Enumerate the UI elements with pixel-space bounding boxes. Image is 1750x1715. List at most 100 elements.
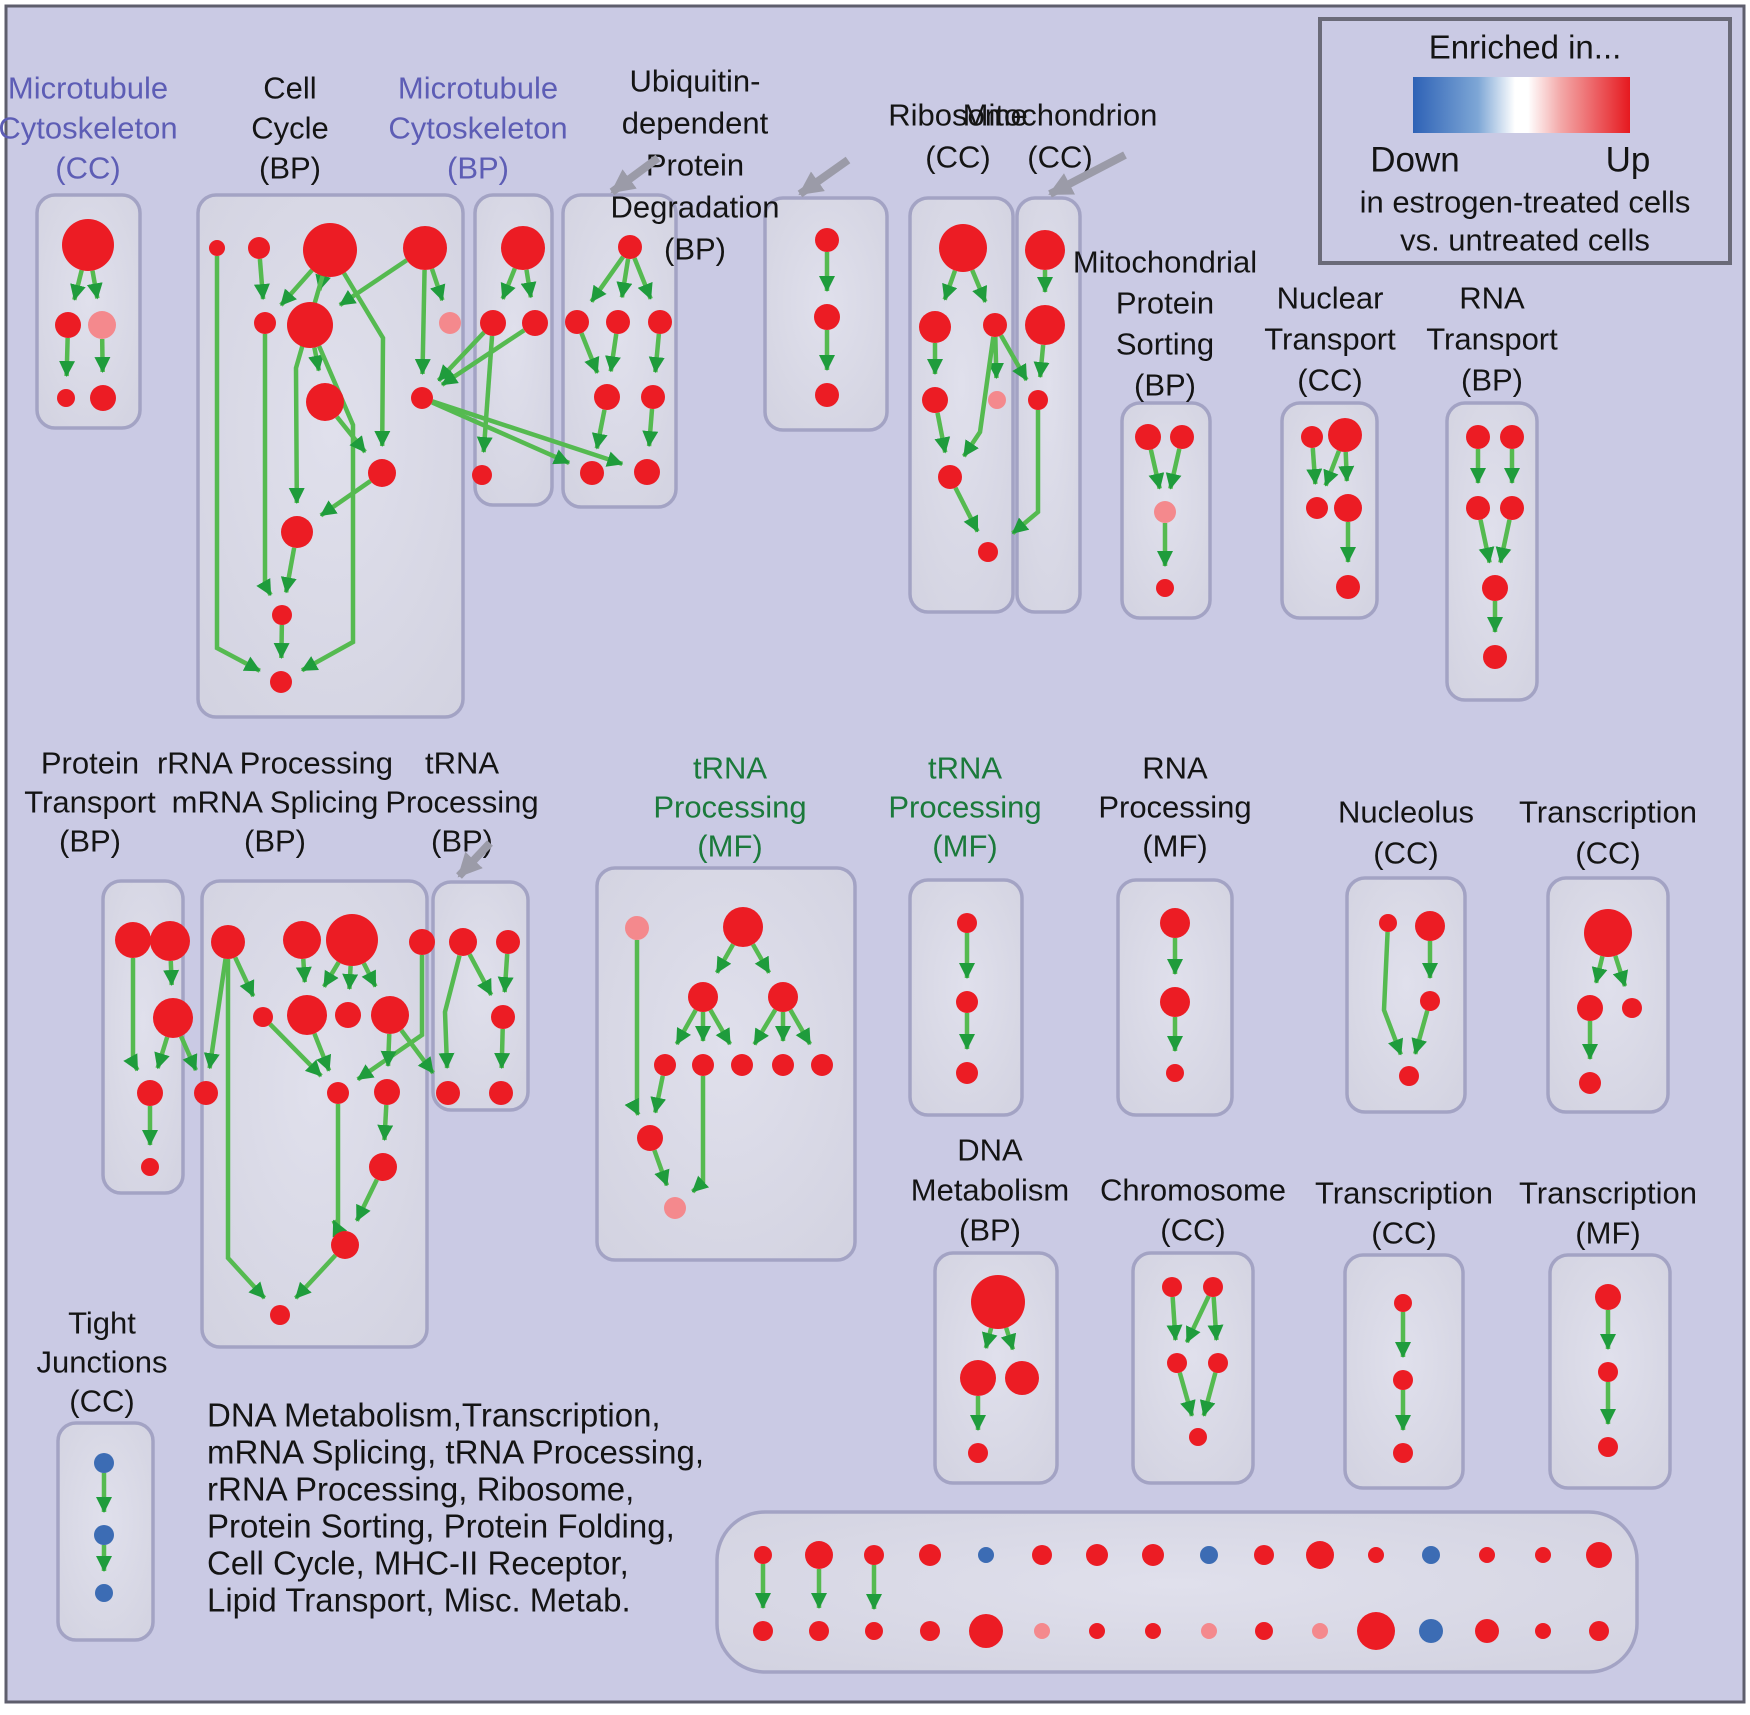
go-term-node [1145, 1623, 1161, 1639]
edge-arrow [335, 415, 367, 454]
go-term-node [153, 998, 193, 1038]
go-term-node [637, 1125, 663, 1151]
go-term-node [978, 542, 998, 562]
misc-categories-text: Protein Sorting, Protein Folding, [207, 1508, 675, 1545]
go-term-node [815, 383, 839, 407]
go-term-node [368, 459, 396, 487]
cluster-label-ubiquitin-degradation-bp-a: Protein [646, 148, 744, 183]
legend-subtitle-2: vs. untreated cells [1400, 223, 1650, 258]
edge-arrow [961, 336, 996, 458]
edge-arrow [342, 965, 359, 991]
edge-arrow [1478, 519, 1495, 564]
go-term-node [331, 1231, 359, 1259]
go-term-node [94, 1525, 114, 1545]
edge-arrow [123, 958, 140, 1072]
cluster-label-microtubule-cytoskeleton-bp: Cytoskeleton [388, 111, 567, 146]
edge-arrow [380, 1033, 397, 1068]
go-term-node [1086, 1544, 1108, 1566]
go-term-node [865, 1622, 883, 1640]
go-term-node [1393, 1443, 1413, 1463]
go-term-node [472, 465, 492, 485]
cluster-label-tight-junctions-cc: Tight [68, 1306, 136, 1341]
go-term-node [1393, 1370, 1413, 1390]
edge-arrow [308, 347, 324, 372]
go-term-node [723, 907, 763, 947]
edge-arrow [1148, 449, 1165, 490]
go-term-node [1025, 305, 1065, 345]
edge-arrow [86, 270, 103, 300]
go-term-node [1154, 501, 1176, 523]
go-term-node [1584, 909, 1632, 957]
go-term-node [1142, 1544, 1164, 1566]
cluster-label-mitochondrial-protein-sorting-bp: Mitochondrial [1073, 245, 1257, 280]
go-term-node [1255, 1622, 1273, 1640]
cluster-label-protein-transport-bp: Transport [24, 785, 156, 820]
cluster-label-rna-transport-bp: Transport [1426, 322, 1558, 357]
cross-cluster-edge [431, 399, 624, 467]
go-term-node [272, 605, 292, 625]
go-term-node [369, 1153, 397, 1181]
edge-arrow [988, 336, 1005, 380]
go-term-node [1328, 418, 1362, 452]
go-term-node [1579, 1072, 1601, 1094]
cluster-label-rrna-processing-mrna-splicing-bp: mRNA Splicing [172, 785, 379, 820]
cluster-boxes [35, 193, 1672, 1674]
edge-arrow [256, 334, 273, 597]
cluster-label-microtubule-cytoskeleton-cc: Cytoskeleton [0, 111, 178, 146]
go-term-node [969, 1614, 1003, 1648]
go-term-node [580, 461, 604, 485]
go-term-node [1312, 1623, 1328, 1639]
go-term-node [772, 1054, 794, 1076]
edge-arrow [650, 1075, 667, 1114]
edge-arrow [414, 269, 431, 376]
go-term-node [326, 914, 378, 966]
cluster-label-microtubule-cytoskeleton-cc: Microtubule [8, 71, 168, 106]
go-term-node [731, 1054, 753, 1076]
go-term-node [150, 921, 190, 961]
go-term-node [1032, 1545, 1052, 1565]
cluster-label-cell-cycle-bp: Cycle [251, 111, 329, 146]
go-term-node [335, 1002, 361, 1028]
go-term-node [1034, 1623, 1050, 1639]
edge-arrow [438, 954, 462, 1070]
cluster-label-ribosome-cc: (CC) [925, 140, 990, 175]
go-term-node [988, 391, 1006, 409]
cluster-label-dna-metabolism-bp: DNA [957, 1133, 1023, 1168]
cluster-label-rna-transport-bp: (BP) [1461, 363, 1523, 398]
cluster-label-ribosome-cc: Ribosome [888, 98, 1028, 133]
edge-arrow [520, 269, 537, 299]
go-term-node [805, 1541, 833, 1569]
cluster-label-trna-processing-bp: tRNA [425, 746, 499, 781]
edge-arrow [589, 255, 625, 303]
go-term-node [248, 237, 270, 259]
edge-arrow [788, 1008, 813, 1046]
go-term-node [648, 310, 672, 334]
misc-categories-text: DNA Metabolism,Transcription, [207, 1397, 661, 1434]
go-term-node [491, 1005, 515, 1029]
edge-arrow [1495, 519, 1512, 564]
edge-arrow [377, 1104, 394, 1142]
go-term-node [1399, 1066, 1419, 1086]
cross-cluster-edge [431, 400, 571, 465]
go-term-node [1598, 1362, 1618, 1382]
edge-arrow [624, 940, 641, 1116]
go-term-node [1167, 1353, 1187, 1373]
go-term-node [371, 996, 409, 1034]
nodes [55, 219, 1642, 1650]
go-term-node [1166, 1064, 1184, 1082]
go-term-node [956, 991, 978, 1013]
cluster-label-ubiquitin-degradation-bp-a: dependent [622, 106, 769, 141]
edge-arrow [691, 1076, 710, 1194]
go-term-node [1170, 425, 1194, 449]
cluster-box-ubiquitin-degradation-bp-a [561, 193, 678, 509]
cluster-label-rrna-processing-mrna-splicing-bp: rRNA Processing [157, 746, 393, 781]
go-term-node [137, 1080, 163, 1106]
edge-arrow [1184, 1295, 1211, 1344]
label-pointer-arrow [456, 840, 493, 879]
cluster-label-trna-processing-mf-large: (MF) [697, 829, 762, 864]
edge-arrow [361, 962, 378, 988]
go-term-node [960, 1360, 996, 1396]
go-term-node [270, 1305, 290, 1325]
go-term-node [811, 1054, 833, 1076]
